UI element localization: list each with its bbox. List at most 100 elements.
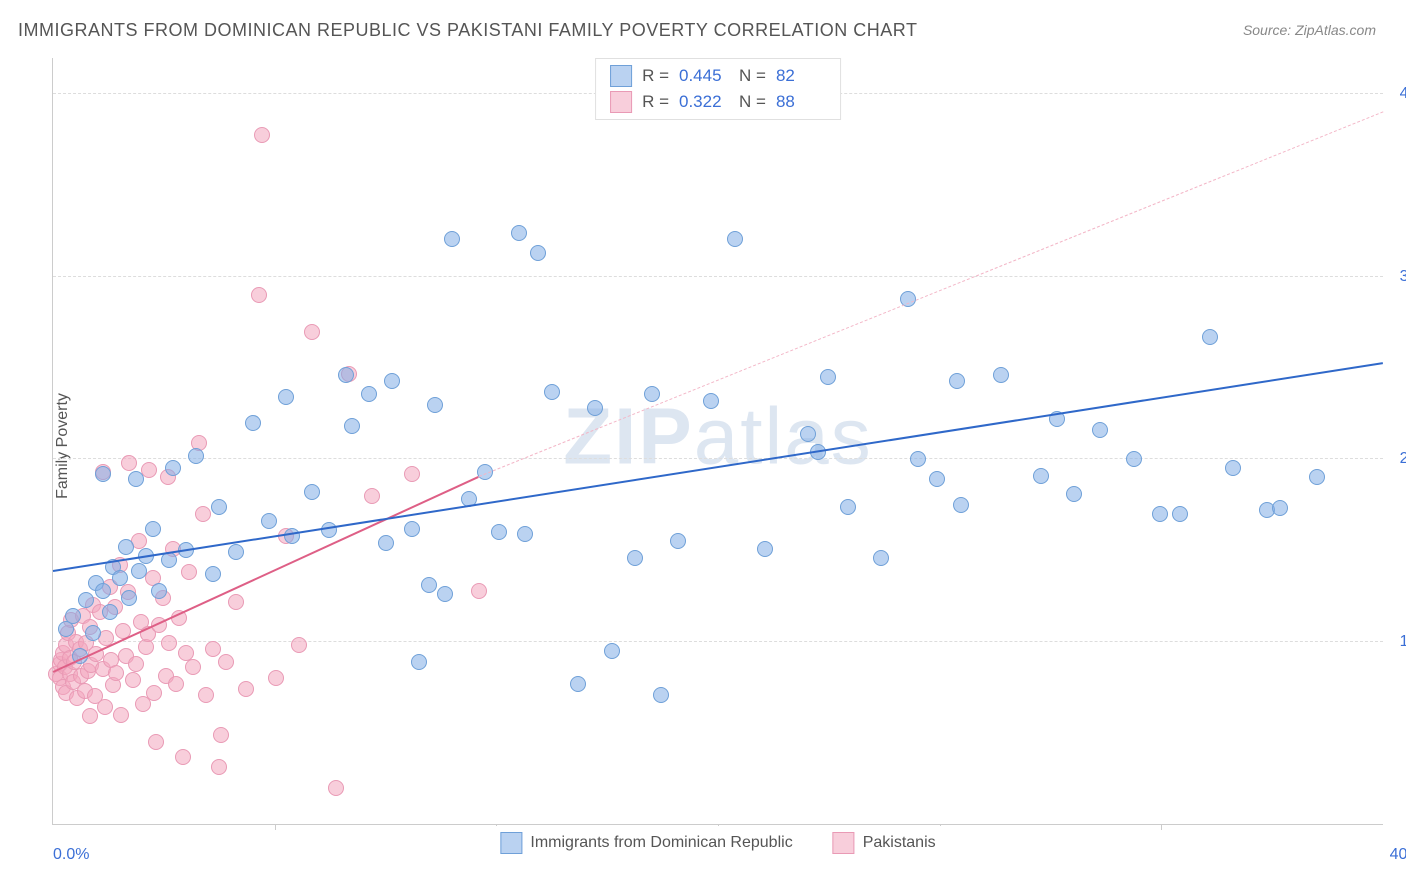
blue-point bbox=[188, 448, 204, 464]
blue-point bbox=[929, 471, 945, 487]
stats-row: R =0.322N =88 bbox=[610, 89, 826, 115]
blue-point bbox=[627, 550, 643, 566]
blue-point bbox=[544, 384, 560, 400]
blue-point bbox=[757, 541, 773, 557]
blue-point bbox=[404, 521, 420, 537]
pink-point bbox=[268, 670, 284, 686]
legend-label: Immigrants from Dominican Republic bbox=[530, 834, 792, 852]
legend-swatch bbox=[610, 91, 632, 113]
blue-point bbox=[261, 513, 277, 529]
blue-point bbox=[85, 625, 101, 641]
x-tick bbox=[275, 824, 276, 830]
pink-point bbox=[181, 564, 197, 580]
blue-point bbox=[1152, 506, 1168, 522]
pink-point bbox=[198, 687, 214, 703]
stats-legend: R =0.445N =82R =0.322N =88 bbox=[595, 58, 841, 120]
blue-point bbox=[284, 528, 300, 544]
blue-point bbox=[245, 415, 261, 431]
blue-point bbox=[703, 393, 719, 409]
blue-point bbox=[910, 451, 926, 467]
pink-point bbox=[97, 699, 113, 715]
x-tick bbox=[1161, 824, 1162, 830]
x-tick-label: 0.0% bbox=[53, 846, 89, 864]
pink-point bbox=[175, 749, 191, 765]
blue-point bbox=[131, 563, 147, 579]
legend-swatch bbox=[500, 832, 522, 854]
blue-point bbox=[993, 367, 1009, 383]
stat-n: 88 bbox=[776, 92, 826, 112]
gridline bbox=[53, 641, 1383, 642]
blue-point bbox=[78, 592, 94, 608]
pink-point bbox=[141, 462, 157, 478]
blue-point bbox=[953, 497, 969, 513]
blue-point bbox=[338, 367, 354, 383]
pink-point bbox=[304, 324, 320, 340]
blue-point bbox=[95, 583, 111, 599]
pink-point bbox=[471, 583, 487, 599]
legend-item: Pakistanis bbox=[833, 832, 936, 854]
blue-point bbox=[949, 373, 965, 389]
y-tick-label: 20.0% bbox=[1400, 450, 1406, 468]
legend-swatch bbox=[833, 832, 855, 854]
blue-point bbox=[65, 608, 81, 624]
pink-point bbox=[121, 455, 137, 471]
y-tick-label: 30.0% bbox=[1400, 268, 1406, 286]
legend-label: Pakistanis bbox=[863, 834, 936, 852]
blue-point bbox=[304, 484, 320, 500]
blue-point bbox=[378, 535, 394, 551]
blue-point bbox=[1309, 469, 1325, 485]
pink-point bbox=[228, 594, 244, 610]
x-legend: Immigrants from Dominican Republic Pakist… bbox=[480, 826, 955, 860]
pink-point bbox=[328, 780, 344, 796]
stat-label: R = bbox=[642, 66, 669, 86]
blue-point bbox=[421, 577, 437, 593]
pink-point bbox=[148, 734, 164, 750]
pink-point bbox=[161, 635, 177, 651]
blue-point bbox=[1172, 506, 1188, 522]
stat-r: 0.445 bbox=[679, 66, 729, 86]
pink-point bbox=[168, 676, 184, 692]
pink-point bbox=[404, 466, 420, 482]
blue-point bbox=[1092, 422, 1108, 438]
blue-point bbox=[102, 604, 118, 620]
stats-row: R =0.445N =82 bbox=[610, 63, 826, 89]
blue-point bbox=[517, 526, 533, 542]
blue-point bbox=[444, 231, 460, 247]
legend-swatch bbox=[610, 65, 632, 87]
blue-point bbox=[491, 524, 507, 540]
blue-point bbox=[145, 521, 161, 537]
blue-point bbox=[873, 550, 889, 566]
blue-point bbox=[384, 373, 400, 389]
pink-point bbox=[125, 672, 141, 688]
pink-point bbox=[254, 127, 270, 143]
pink-point bbox=[291, 637, 307, 653]
blue-point bbox=[211, 499, 227, 515]
blue-point bbox=[112, 570, 128, 586]
blue-point bbox=[121, 590, 137, 606]
blue-point bbox=[653, 687, 669, 703]
gridline bbox=[53, 276, 1383, 277]
pink-point bbox=[211, 759, 227, 775]
blue-point bbox=[644, 386, 660, 402]
blue-point bbox=[411, 654, 427, 670]
blue-point bbox=[840, 499, 856, 515]
y-tick-label: 10.0% bbox=[1400, 633, 1406, 651]
source-label: Source: ZipAtlas.com bbox=[1243, 22, 1376, 38]
regression-line bbox=[478, 112, 1383, 478]
pink-point bbox=[185, 659, 201, 675]
blue-point bbox=[278, 389, 294, 405]
pink-point bbox=[108, 665, 124, 681]
blue-point bbox=[151, 583, 167, 599]
pink-point bbox=[205, 641, 221, 657]
pink-point bbox=[128, 656, 144, 672]
blue-point bbox=[820, 369, 836, 385]
y-tick-label: 40.0% bbox=[1400, 85, 1406, 103]
blue-point bbox=[670, 533, 686, 549]
blue-point bbox=[1225, 460, 1241, 476]
pink-point bbox=[238, 681, 254, 697]
regression-line bbox=[53, 362, 1383, 572]
blue-point bbox=[1126, 451, 1142, 467]
pink-point bbox=[213, 727, 229, 743]
pink-point bbox=[146, 685, 162, 701]
blue-point bbox=[128, 471, 144, 487]
